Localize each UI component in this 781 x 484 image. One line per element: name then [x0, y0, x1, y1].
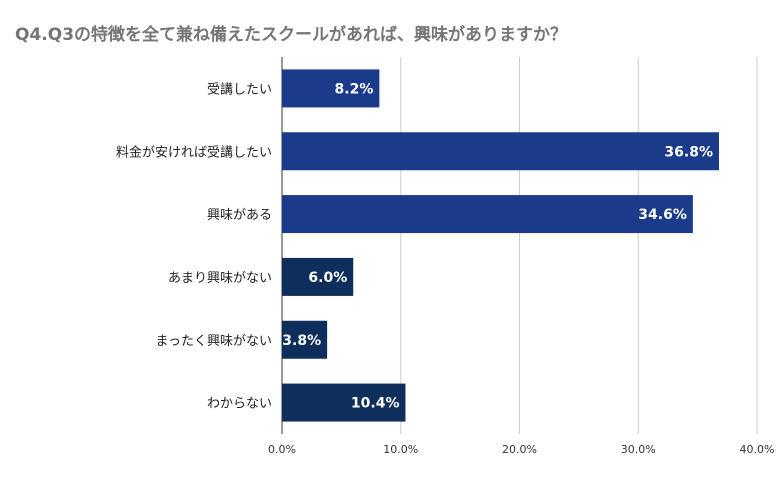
- data-label: 34.6%: [638, 207, 687, 223]
- data-label: 6.0%: [308, 270, 347, 286]
- x-tick-label: 0.0%: [268, 443, 296, 456]
- x-tick-label: 30.0%: [621, 443, 656, 456]
- category-label: まったく興味がない: [156, 334, 272, 349]
- category-label: あまり興味がない: [168, 271, 272, 286]
- data-label: 36.8%: [664, 144, 713, 160]
- data-label: 3.8%: [282, 333, 321, 349]
- x-tick-labels: 0.0% 10.0% 20.0% 30.0% 40.0%: [268, 443, 774, 456]
- bar: [282, 257, 354, 296]
- category-label: 料金が安ければ受講したい: [116, 144, 272, 160]
- chart-title: Q4.Q3の特徴を全て兼ね備えたスクールがあれば、興味がありますか？: [15, 25, 568, 45]
- bar: [282, 383, 406, 422]
- bars: [282, 69, 719, 422]
- category-label: 興味がある: [207, 208, 272, 223]
- x-tick-label: 20.0%: [502, 443, 537, 456]
- data-label: 10.4%: [351, 396, 400, 412]
- data-label: 8.2%: [335, 81, 374, 97]
- bar: [282, 69, 380, 108]
- x-tick-label: 10.0%: [383, 443, 418, 456]
- bar: [282, 195, 693, 234]
- category-label: 受講したい: [207, 81, 272, 97]
- x-tick-label: 40.0%: [740, 443, 775, 456]
- gridlines: [281, 57, 758, 434]
- category-label: わからない: [207, 397, 272, 412]
- bar: [282, 320, 328, 359]
- data-labels: 8.2% 36.8% 34.6% 6.0% 3.8% 10.4%: [282, 81, 713, 411]
- category-labels: 受講したい料金が安ければ受講したい興味があるあまり興味がないまったく興味がないわ…: [116, 81, 272, 411]
- bar: [282, 132, 719, 171]
